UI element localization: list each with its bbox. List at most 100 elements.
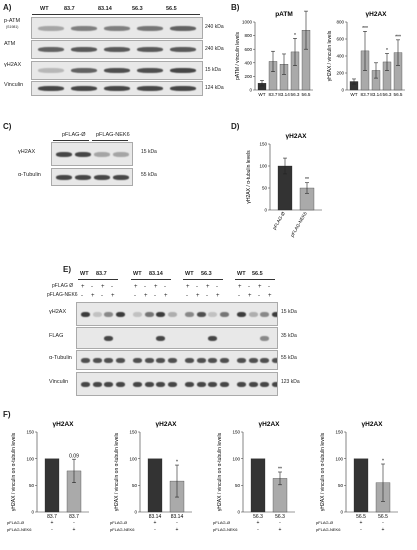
blot-band	[271, 311, 277, 317]
panel-f-treat-label: pFLAG-Ø	[213, 520, 230, 525]
blot-band	[248, 311, 258, 317]
panel-e-nek6-sign: +	[248, 293, 252, 299]
y-axis-label: γH2AX / α-tubulin levels	[246, 150, 252, 204]
x-tick-label: 83.7	[69, 514, 79, 520]
blot-band	[75, 151, 91, 157]
chart-title: γH2AX	[286, 133, 308, 140]
panel-f-nek6-sign: +	[176, 527, 179, 533]
y-tick-label: 1000	[242, 20, 253, 25]
blot-band	[260, 357, 269, 363]
panel-a-blot	[31, 61, 203, 80]
blot-band	[170, 47, 196, 52]
panel-e-group-label: WT	[237, 271, 246, 277]
panel-f-nek6-sign: +	[279, 527, 282, 533]
chart-title: γH2AX	[366, 11, 388, 18]
panel-c-label: C)	[3, 122, 12, 131]
x-tick-label: WT	[258, 92, 265, 97]
blot-band	[38, 47, 64, 52]
blot-band	[144, 381, 154, 387]
panel-e-nek6-sign: -	[154, 293, 156, 299]
panel-e-pflag-sign: +	[101, 284, 105, 290]
blot-band	[185, 311, 194, 317]
panel-a-row-label: ATM	[4, 41, 16, 47]
panel-c-group-line	[92, 140, 128, 141]
blot-band	[92, 357, 102, 363]
panel-e-row-label: α-Tubulin	[49, 355, 72, 361]
blot-band	[137, 25, 163, 31]
blot-band	[156, 311, 165, 317]
panel-f-pflag-sign: +	[154, 520, 157, 526]
panel-e-group-label: 83.14	[149, 271, 163, 277]
significance-label: ***	[362, 26, 368, 32]
y-tick-label: 400	[336, 54, 344, 59]
blot-band	[71, 86, 97, 91]
blot-band	[92, 311, 102, 317]
panel-f-pflag-sign: +	[257, 520, 260, 526]
panel-b-label: B)	[231, 3, 240, 12]
y-tick-label: 100	[259, 164, 267, 169]
blot-band	[56, 174, 72, 180]
panel-e-nek6-sign: +	[111, 293, 115, 299]
y-tick-label: 100	[26, 456, 34, 461]
panel-f-nek6-sign: -	[360, 527, 362, 533]
blot-band	[104, 357, 113, 363]
significance-label: **	[305, 177, 309, 183]
blot-band	[167, 381, 177, 387]
panel-c-row-label: γH2AX	[18, 149, 36, 155]
panel-c-kda-label: 55 kDa	[141, 172, 157, 178]
significance-label: *	[294, 33, 296, 39]
blot-band	[237, 381, 246, 387]
y-axis-label: γH2AX / vinculin levels	[327, 30, 333, 81]
blot-band	[144, 357, 154, 363]
panel-e-treat-label: pFLAG Ø	[52, 283, 74, 289]
blot-band	[56, 151, 72, 157]
panel-e-pflag-sign: +	[206, 284, 210, 290]
blot-band	[104, 86, 130, 91]
y-axis-label: γH2AX / vinculin on α-tubulin levels	[320, 432, 326, 511]
blot-band	[115, 311, 125, 317]
y-tick-label: 0	[264, 208, 267, 213]
panel-f-pflag-sign: -	[382, 520, 384, 526]
panel-e-pflag-sign: -	[164, 284, 166, 290]
blot-band	[156, 381, 165, 387]
y-tick-label: 150	[259, 142, 267, 147]
panel-e-group-label: 56.5	[252, 271, 263, 277]
y-tick-label: 200	[244, 74, 252, 79]
significance-label: ***	[303, 8, 309, 12]
panel-e-group-label: 56.3	[201, 271, 212, 277]
panel-e-nek6-sign: -	[238, 293, 240, 299]
blot-band	[71, 25, 97, 31]
panel-f-nek6-sign: +	[382, 527, 385, 533]
panel-e-group-label: WT	[185, 271, 194, 277]
x-tick-label: 83.14	[149, 514, 162, 520]
blot-band	[38, 86, 64, 91]
panel-f-treat-label: pFLAG-Ø	[7, 520, 24, 525]
blot-band	[137, 86, 163, 91]
panel-a-label: A)	[3, 3, 12, 12]
blot-band	[94, 174, 110, 180]
blot-band	[133, 357, 142, 363]
x-tick-label: 56.5	[394, 92, 403, 97]
blot-band	[71, 47, 97, 52]
panel-e-nek6-sign: -	[258, 293, 260, 299]
x-tick-label: 56.3	[253, 514, 263, 520]
panel-f-nek6-sign: -	[154, 527, 156, 533]
panel-a-kda-label: 240 kDa	[205, 45, 224, 52]
y-axis-label: pATM / vinculin levels	[235, 32, 241, 80]
blot-band	[167, 311, 177, 317]
blot-band	[170, 68, 196, 73]
panel-f-nek6-sign: -	[257, 527, 259, 533]
panel-c-group-label: pFLAG-Ø	[62, 132, 86, 138]
panel-e-group-label: WT	[80, 271, 89, 277]
y-axis-label: γH2AX / vinculin on α-tubulin levels	[11, 432, 17, 511]
panel-e-nek6-sign: +	[164, 293, 168, 299]
x-tick-label: 83.7	[47, 514, 57, 520]
panel-a-row-label: Vinculin	[4, 82, 24, 88]
panel-f-pflag-sign: +	[51, 520, 54, 526]
blot-band	[219, 311, 229, 317]
significance-label: *	[176, 460, 178, 466]
x-tick-label: WT	[350, 92, 357, 97]
blot-band	[113, 151, 129, 157]
blot-band	[104, 311, 113, 317]
y-tick-label: 200	[336, 71, 344, 76]
